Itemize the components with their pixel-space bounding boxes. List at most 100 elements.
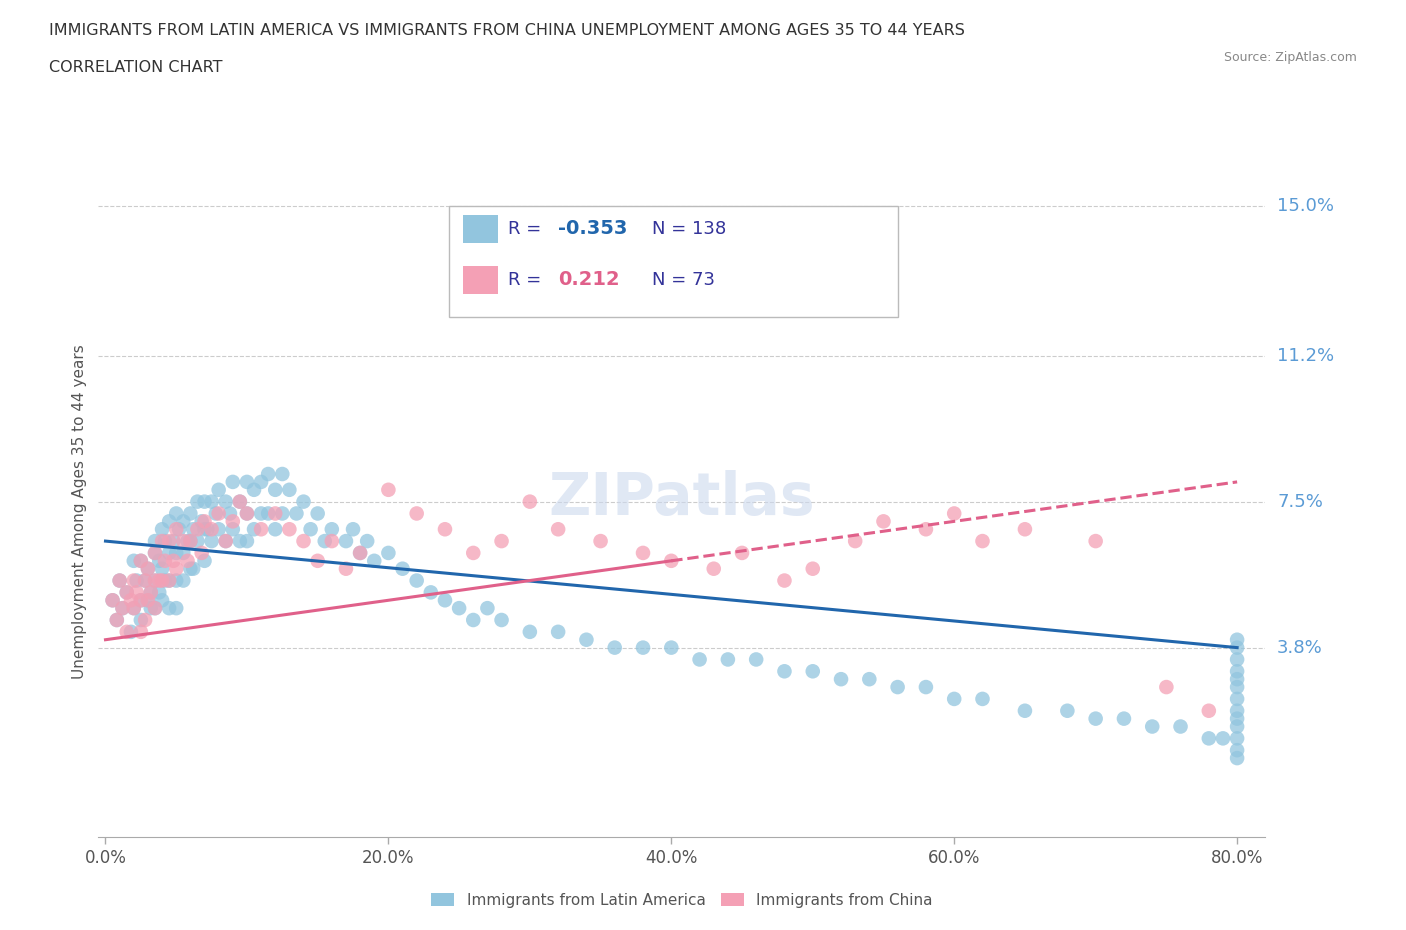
Point [200,494,222,509]
Point [377,483,399,498]
Point [150,592,173,607]
Point [307,506,329,521]
Point [129,624,152,639]
Point [157,573,180,588]
Point [1112,711,1135,726]
Point [150,522,173,537]
Point [405,506,427,521]
Point [165,522,187,537]
Point [101,592,124,607]
Point [222,522,245,537]
Point [1226,640,1249,655]
Point [972,534,994,549]
Point [773,664,796,679]
Point [157,534,180,549]
Point [1226,652,1249,667]
Text: IMMIGRANTS FROM LATIN AMERICA VS IMMIGRANTS FROM CHINA UNEMPLOYMENT AMONG AGES 3: IMMIGRANTS FROM LATIN AMERICA VS IMMIGRA… [49,23,965,38]
Point [349,546,371,561]
Point [292,534,315,549]
Point [1226,711,1249,726]
Point [689,652,711,667]
Point [143,601,166,616]
Point [872,514,894,529]
Point [844,534,866,549]
Point [172,546,194,561]
Point [148,573,170,588]
Point [193,522,215,537]
Point [250,474,273,489]
Text: 3.8%: 3.8% [1277,639,1323,657]
Point [243,483,266,498]
Point [1014,522,1036,537]
Point [219,506,242,521]
Point [111,601,134,616]
Point [176,553,198,568]
Point [1226,632,1249,647]
Point [236,506,259,521]
Text: 15.0%: 15.0% [1277,197,1334,215]
Point [122,573,145,588]
Point [1226,719,1249,734]
Point [1226,703,1249,718]
Point [172,514,194,529]
Text: -0.353: -0.353 [558,219,627,238]
Text: Source: ZipAtlas.com: Source: ZipAtlas.com [1223,51,1357,64]
Point [356,534,378,549]
Point [377,546,399,561]
Point [136,562,159,577]
Point [179,562,201,577]
Point [120,624,142,639]
Point [1170,719,1192,734]
Point [157,601,180,616]
Point [886,680,908,695]
Point [181,562,204,577]
Point [165,546,187,561]
Point [176,534,198,549]
Point [108,573,131,588]
Point [915,522,938,537]
Point [830,671,852,686]
Point [972,692,994,707]
Point [111,601,134,616]
Point [222,474,245,489]
Point [449,601,471,616]
Point [153,553,176,568]
Point [1014,703,1036,718]
Point [229,494,252,509]
Point [335,534,357,549]
Point [631,640,654,655]
Point [236,474,259,489]
Point [299,522,322,537]
Point [433,522,456,537]
Point [165,601,187,616]
Point [943,506,966,521]
Point [136,592,159,607]
Point [165,506,187,521]
Point [122,601,145,616]
Point [1226,671,1249,686]
Point [307,553,329,568]
Point [186,534,208,549]
Point [363,553,385,568]
Point [278,483,301,498]
Point [172,534,194,549]
Point [1226,743,1249,758]
Text: 0.212: 0.212 [558,271,620,289]
Point [179,534,201,549]
Point [1226,680,1249,695]
Point [115,585,138,600]
Point [264,483,287,498]
Text: R =: R = [508,271,547,289]
Point [195,522,218,537]
Point [205,506,228,521]
Text: 7.5%: 7.5% [1277,493,1323,511]
Point [222,514,245,529]
Point [150,534,173,549]
Point [1084,534,1107,549]
Point [115,624,138,639]
Point [858,671,880,686]
Point [162,534,184,549]
Point [157,546,180,561]
Point [122,553,145,568]
Text: CORRELATION CHART: CORRELATION CHART [49,60,222,75]
